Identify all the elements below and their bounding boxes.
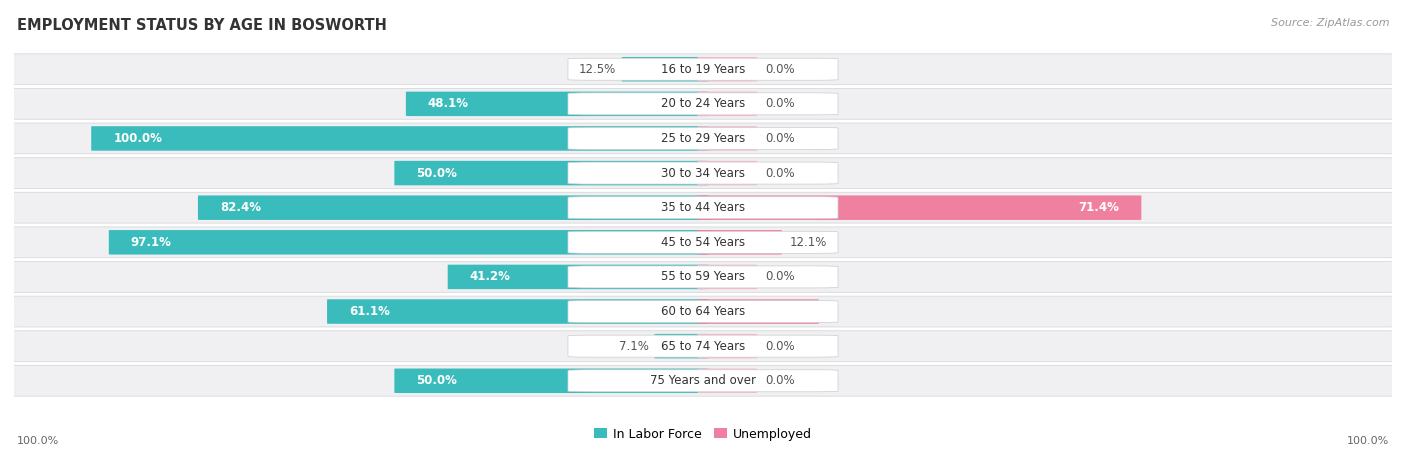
Text: 45 to 54 Years: 45 to 54 Years: [661, 236, 745, 249]
FancyBboxPatch shape: [0, 54, 1406, 85]
FancyBboxPatch shape: [697, 92, 756, 116]
Text: 0.0%: 0.0%: [765, 63, 794, 76]
FancyBboxPatch shape: [568, 162, 838, 184]
FancyBboxPatch shape: [697, 265, 756, 289]
Text: 0.0%: 0.0%: [765, 132, 794, 145]
FancyBboxPatch shape: [0, 227, 1406, 258]
FancyBboxPatch shape: [568, 93, 838, 115]
FancyBboxPatch shape: [406, 92, 709, 116]
Text: 7.1%: 7.1%: [619, 340, 650, 353]
Legend: In Labor Force, Unemployed: In Labor Force, Unemployed: [589, 423, 817, 446]
FancyBboxPatch shape: [654, 334, 709, 358]
FancyBboxPatch shape: [568, 197, 838, 219]
Text: 82.4%: 82.4%: [219, 201, 262, 214]
Text: 71.4%: 71.4%: [1078, 201, 1119, 214]
FancyBboxPatch shape: [394, 369, 709, 393]
Text: 48.1%: 48.1%: [427, 97, 470, 110]
FancyBboxPatch shape: [697, 161, 756, 185]
FancyBboxPatch shape: [697, 334, 756, 358]
FancyBboxPatch shape: [0, 296, 1406, 327]
Text: 41.2%: 41.2%: [470, 270, 510, 284]
Text: 100.0%: 100.0%: [17, 436, 59, 446]
Text: 60 to 64 Years: 60 to 64 Years: [661, 305, 745, 318]
Text: 35 to 44 Years: 35 to 44 Years: [661, 201, 745, 214]
Text: 20 to 24 Years: 20 to 24 Years: [661, 97, 745, 110]
FancyBboxPatch shape: [568, 335, 838, 357]
FancyBboxPatch shape: [697, 57, 756, 81]
Text: 61.1%: 61.1%: [349, 305, 389, 318]
FancyBboxPatch shape: [568, 370, 838, 392]
FancyBboxPatch shape: [91, 126, 709, 151]
Text: 30 to 34 Years: 30 to 34 Years: [661, 166, 745, 180]
FancyBboxPatch shape: [0, 123, 1406, 154]
Text: 50.0%: 50.0%: [416, 166, 457, 180]
Text: 75 Years and over: 75 Years and over: [650, 374, 756, 387]
FancyBboxPatch shape: [0, 365, 1406, 396]
Text: EMPLOYMENT STATUS BY AGE IN BOSWORTH: EMPLOYMENT STATUS BY AGE IN BOSWORTH: [17, 18, 387, 33]
FancyBboxPatch shape: [697, 195, 1142, 220]
FancyBboxPatch shape: [108, 230, 709, 255]
Text: 0.0%: 0.0%: [765, 270, 794, 284]
Text: 100.0%: 100.0%: [1347, 436, 1389, 446]
Text: Source: ZipAtlas.com: Source: ZipAtlas.com: [1271, 18, 1389, 28]
FancyBboxPatch shape: [0, 331, 1406, 361]
FancyBboxPatch shape: [0, 158, 1406, 189]
FancyBboxPatch shape: [697, 369, 756, 393]
FancyBboxPatch shape: [0, 261, 1406, 292]
FancyBboxPatch shape: [568, 266, 838, 288]
FancyBboxPatch shape: [568, 231, 838, 253]
Text: 12.5%: 12.5%: [579, 63, 616, 76]
Text: 55 to 59 Years: 55 to 59 Years: [661, 270, 745, 284]
Text: 0.0%: 0.0%: [765, 374, 794, 387]
Text: 25 to 29 Years: 25 to 29 Years: [661, 132, 745, 145]
Text: 65 to 74 Years: 65 to 74 Years: [661, 340, 745, 353]
Text: 0.0%: 0.0%: [765, 97, 794, 110]
FancyBboxPatch shape: [328, 299, 709, 324]
FancyBboxPatch shape: [697, 126, 756, 151]
FancyBboxPatch shape: [198, 195, 709, 220]
FancyBboxPatch shape: [568, 301, 838, 323]
FancyBboxPatch shape: [568, 127, 838, 149]
FancyBboxPatch shape: [621, 57, 709, 81]
FancyBboxPatch shape: [447, 265, 709, 289]
Text: 12.1%: 12.1%: [790, 236, 828, 249]
Text: 100.0%: 100.0%: [114, 132, 162, 145]
Text: 97.1%: 97.1%: [131, 236, 172, 249]
Text: 18.2%: 18.2%: [756, 305, 797, 318]
Text: 0.0%: 0.0%: [765, 166, 794, 180]
Text: 50.0%: 50.0%: [416, 374, 457, 387]
FancyBboxPatch shape: [697, 230, 782, 255]
Text: 16 to 19 Years: 16 to 19 Years: [661, 63, 745, 76]
FancyBboxPatch shape: [0, 192, 1406, 223]
FancyBboxPatch shape: [697, 299, 818, 324]
Text: 0.0%: 0.0%: [765, 340, 794, 353]
FancyBboxPatch shape: [0, 89, 1406, 119]
FancyBboxPatch shape: [394, 161, 709, 185]
FancyBboxPatch shape: [568, 58, 838, 80]
